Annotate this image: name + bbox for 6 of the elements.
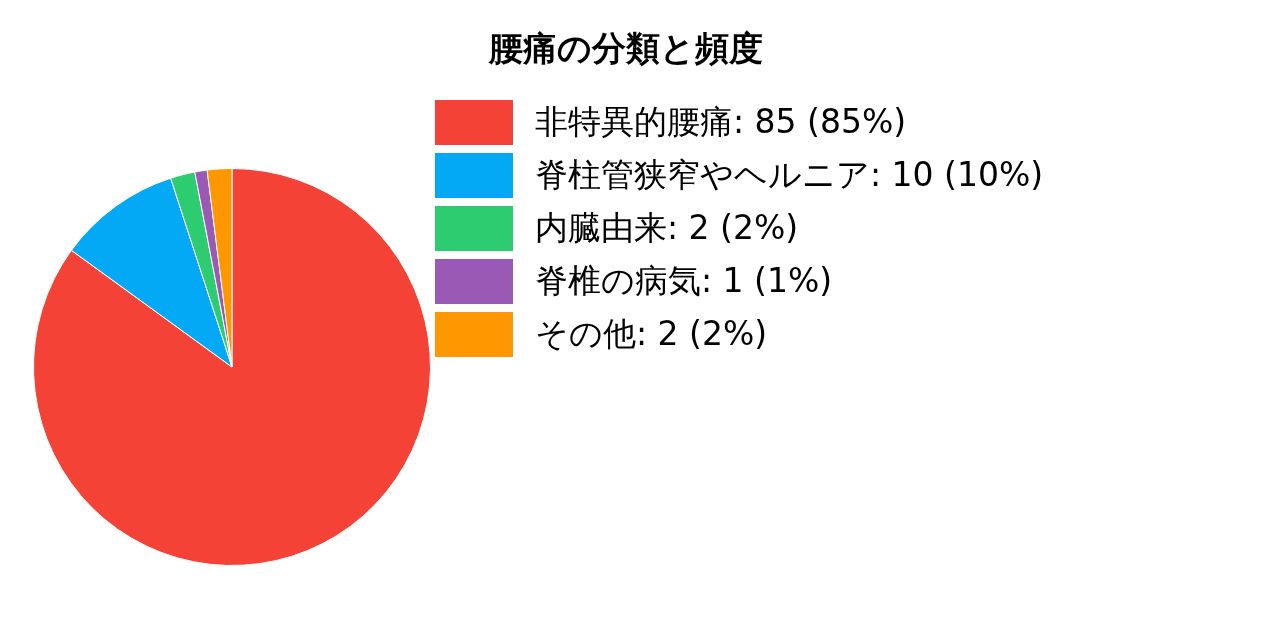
legend-label: 脊椎の病気: 1 (1%) <box>535 260 833 302</box>
legend-label: 非特異的腰痛: 85 (85%) <box>535 101 907 143</box>
legend-label: 脊柱管狭窄やヘルニア: 10 (10%) <box>535 154 1044 196</box>
legend-label: 内臓由来: 2 (2%) <box>535 207 799 249</box>
legend-label: その他: 2 (2%) <box>535 313 768 355</box>
chart-title: 腰痛の分類と頻度 <box>487 27 764 70</box>
